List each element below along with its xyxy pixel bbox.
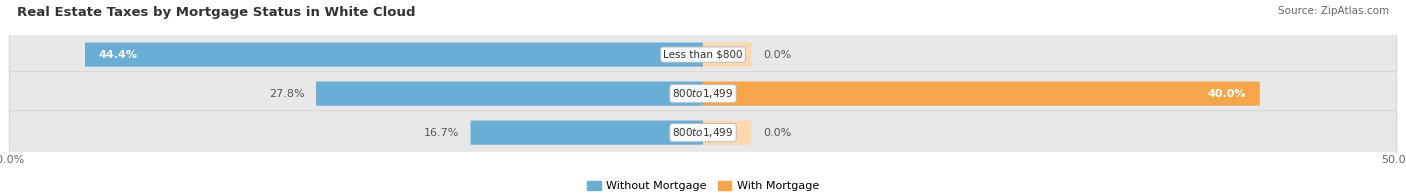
Text: 0.0%: 0.0%	[763, 128, 792, 138]
Text: $800 to $1,499: $800 to $1,499	[672, 126, 734, 139]
FancyBboxPatch shape	[8, 111, 1398, 154]
Text: 40.0%: 40.0%	[1208, 89, 1246, 99]
Text: 0.0%: 0.0%	[763, 50, 792, 60]
Text: Less than $800: Less than $800	[664, 50, 742, 60]
FancyBboxPatch shape	[8, 72, 1398, 115]
FancyBboxPatch shape	[8, 33, 1398, 76]
Text: 27.8%: 27.8%	[270, 89, 305, 99]
FancyBboxPatch shape	[703, 43, 752, 67]
Text: 16.7%: 16.7%	[425, 128, 460, 138]
FancyBboxPatch shape	[84, 43, 703, 67]
Text: Real Estate Taxes by Mortgage Status in White Cloud: Real Estate Taxes by Mortgage Status in …	[17, 6, 415, 19]
Text: Source: ZipAtlas.com: Source: ZipAtlas.com	[1278, 6, 1389, 16]
Legend: Without Mortgage, With Mortgage: Without Mortgage, With Mortgage	[588, 181, 818, 191]
Text: $800 to $1,499: $800 to $1,499	[672, 87, 734, 100]
FancyBboxPatch shape	[471, 121, 703, 145]
Text: 44.4%: 44.4%	[98, 50, 138, 60]
FancyBboxPatch shape	[703, 121, 752, 145]
FancyBboxPatch shape	[316, 82, 703, 106]
FancyBboxPatch shape	[703, 82, 1260, 106]
